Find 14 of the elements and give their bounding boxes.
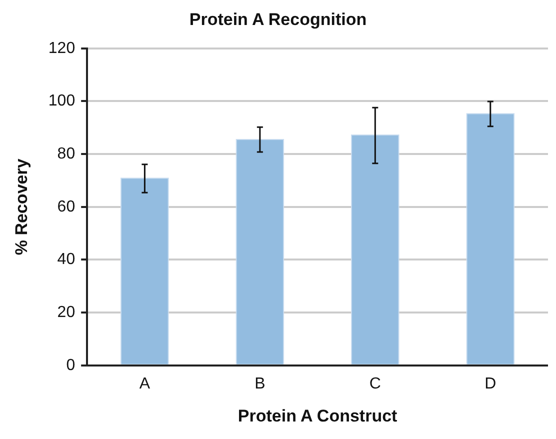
y-axis-title: % Recovery [12,158,31,256]
y-tick-label: 60 [57,198,76,216]
x-tick-label: B [254,375,266,392]
y-tick-label: 80 [57,145,76,162]
y-tick-label: 40 [57,251,76,268]
y-tick-label: 120 [48,40,76,57]
y-tick-label: 100 [48,92,76,110]
x-axis-title: Protein A Construct [238,406,398,426]
x-tick-label: D [484,375,496,392]
x-tick-label: A [139,375,150,392]
chart-title: Protein A Recognition [189,10,367,29]
y-tick-label: 20 [57,304,76,321]
y-tick-label: 0 [66,356,76,374]
x-tick-label: C [369,375,381,392]
